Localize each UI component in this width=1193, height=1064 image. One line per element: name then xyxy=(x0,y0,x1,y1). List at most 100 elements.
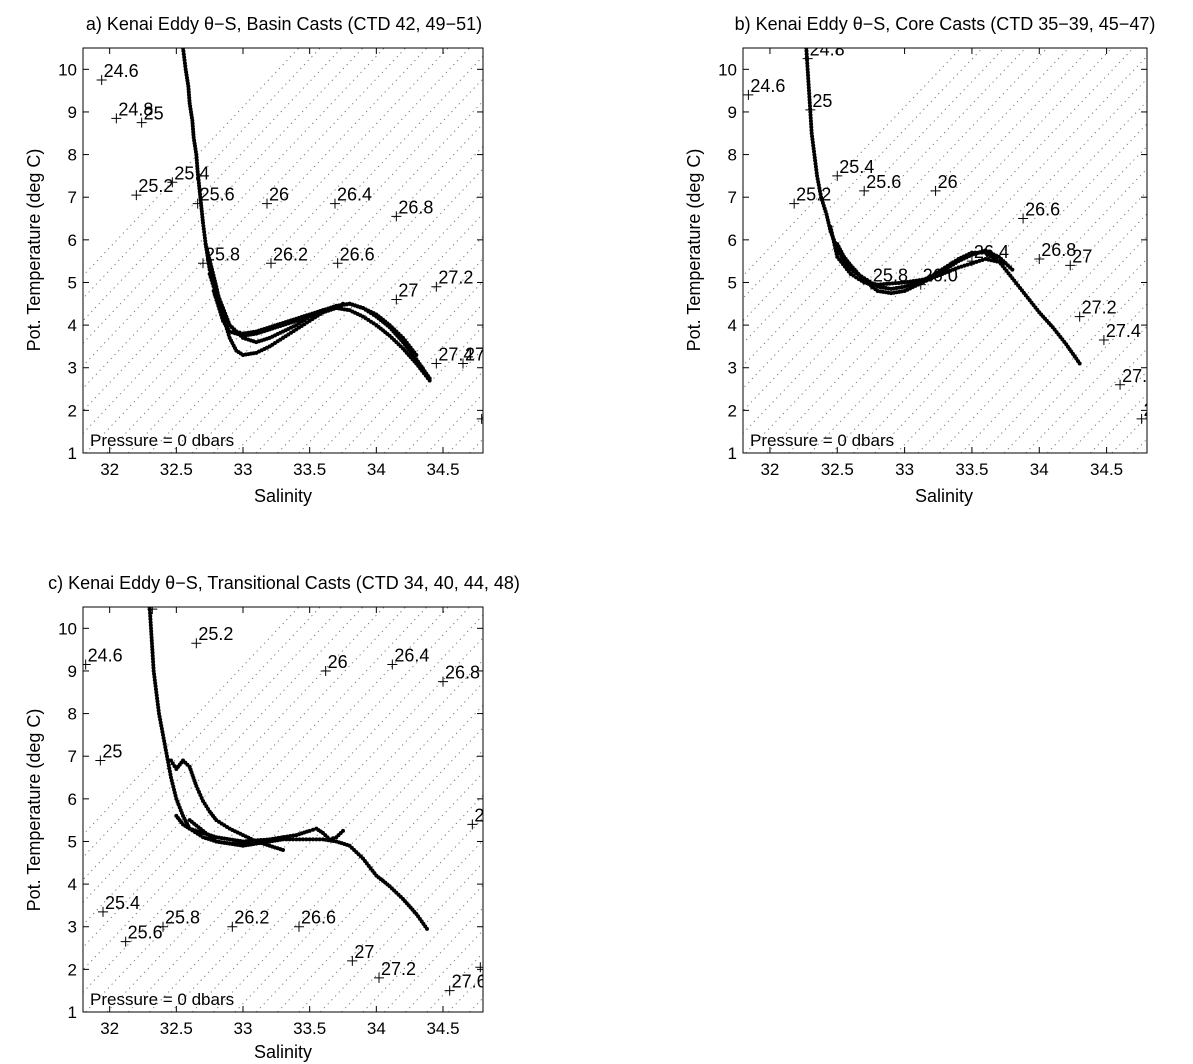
data-point xyxy=(810,137,815,142)
x-tick-label: 33.5 xyxy=(293,460,326,479)
isopycnal-line xyxy=(170,123,483,453)
data-point xyxy=(307,837,312,842)
contour-label: 27 xyxy=(398,281,418,301)
data-point xyxy=(833,245,838,250)
data-point xyxy=(1010,267,1015,272)
panel-a: a) Kenai Eddy θ−S, Basin Casts (CTD 42, … xyxy=(24,14,1193,506)
y-tick-label: 2 xyxy=(68,960,77,979)
data-point xyxy=(811,143,816,148)
isopycnal-line xyxy=(83,607,428,971)
isopycnal-line xyxy=(832,607,1193,1012)
data-point xyxy=(807,94,812,99)
isopycnal-line xyxy=(106,614,483,1012)
contour-label-marker xyxy=(98,906,108,917)
contour-label-marker xyxy=(120,936,131,947)
isopycnal-line xyxy=(213,727,483,1012)
x-tick-label: 34 xyxy=(1030,460,1049,479)
data-point xyxy=(1077,361,1082,366)
x-tick-label: 34.5 xyxy=(426,460,459,479)
contour-label: 26.4 xyxy=(337,185,372,205)
data-point xyxy=(301,837,305,842)
isopycnal-line xyxy=(83,607,449,994)
data-point xyxy=(808,116,813,121)
y-tick-label: 3 xyxy=(68,359,77,378)
data-point xyxy=(908,279,913,284)
contour-label: 25.6 xyxy=(128,923,163,943)
y-tick-label: 2 xyxy=(728,401,737,420)
data-point xyxy=(807,91,812,96)
y-tick-label: 6 xyxy=(728,231,737,250)
data-point xyxy=(159,723,164,728)
data-point xyxy=(810,140,815,145)
isopycnal-line xyxy=(127,637,483,1012)
data-point xyxy=(829,231,834,236)
data-point xyxy=(153,681,158,686)
contour-label-marker xyxy=(743,89,754,100)
data-point xyxy=(153,687,158,692)
data-point xyxy=(887,281,892,286)
data-point xyxy=(341,301,345,306)
panel-c-ylabel: Pot. Temperature (deg C) xyxy=(24,709,44,912)
data-point xyxy=(155,699,160,704)
data-point xyxy=(148,611,153,616)
isopycnal-line xyxy=(598,607,982,1012)
data-point xyxy=(202,229,207,234)
panel-c-pressure-annotation: Pressure = 0 dbars xyxy=(90,990,234,1009)
data-point xyxy=(287,837,292,842)
contour-label: 26 xyxy=(938,172,958,192)
data-point xyxy=(197,790,201,795)
isopycnal-line xyxy=(683,48,1067,453)
isopycnal-line xyxy=(277,794,483,1012)
data-point xyxy=(154,690,159,695)
data-point xyxy=(902,280,907,285)
data-point xyxy=(833,248,838,253)
data-point xyxy=(201,223,206,228)
x-tick-label: 34 xyxy=(367,1019,386,1038)
isopycnal-line xyxy=(768,607,1152,1012)
contour-label: 26.8 xyxy=(445,663,480,683)
data-point xyxy=(805,70,810,75)
data-point xyxy=(294,837,299,842)
data-point xyxy=(893,281,898,286)
isopycnal-line xyxy=(83,48,449,435)
data-point xyxy=(806,85,811,90)
isopycnal-line xyxy=(743,48,1091,412)
data-point xyxy=(304,837,309,842)
data-point xyxy=(164,751,169,756)
y-tick-label: 1 xyxy=(68,1003,77,1022)
isopycnal-line xyxy=(83,607,364,903)
data-point xyxy=(149,632,154,637)
isopycnal-line xyxy=(875,48,1193,453)
data-point xyxy=(815,173,820,178)
contour-label: 25.4 xyxy=(174,163,209,183)
contour-label-marker xyxy=(1065,260,1076,271)
data-point xyxy=(805,58,810,63)
isopycnal-line xyxy=(405,370,483,453)
y-tick-label: 1 xyxy=(728,444,737,463)
data-point xyxy=(199,795,204,800)
data-point xyxy=(311,837,315,842)
data-point xyxy=(808,106,813,111)
y-tick-label: 5 xyxy=(68,832,77,851)
data-point xyxy=(151,659,156,664)
data-point xyxy=(806,73,811,78)
data-point xyxy=(914,278,919,283)
y-tick-label: 6 xyxy=(68,790,77,809)
contour-label: 25 xyxy=(812,91,832,111)
y-tick-label: 7 xyxy=(68,188,77,207)
panel-a-ylabel: Pot. Temperature (deg C) xyxy=(24,149,44,352)
data-point xyxy=(148,620,153,625)
contour-label: 25.4 xyxy=(105,893,140,913)
data-point xyxy=(208,274,213,279)
data-point xyxy=(154,693,159,698)
contour-label-marker xyxy=(320,665,331,676)
contour-label-marker xyxy=(294,921,304,932)
data-point xyxy=(291,837,295,842)
data-point xyxy=(817,186,822,191)
isopycnal-line xyxy=(469,438,483,453)
data-point xyxy=(806,82,811,87)
data-point xyxy=(809,128,814,133)
data-point xyxy=(806,79,811,84)
data-point xyxy=(327,837,332,842)
data-point xyxy=(911,279,916,284)
